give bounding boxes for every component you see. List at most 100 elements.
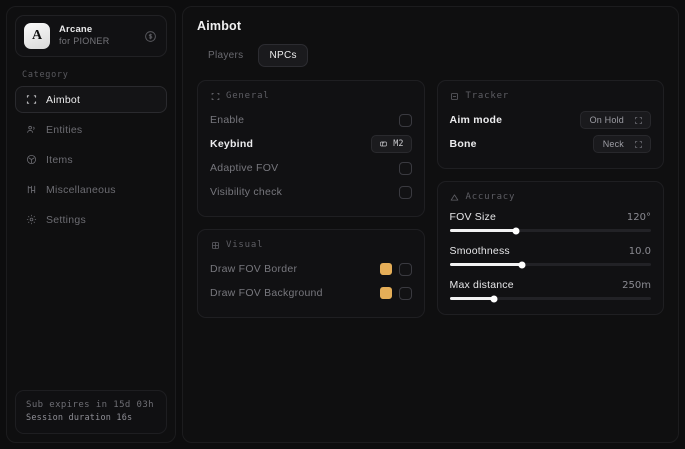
target-box-icon (450, 91, 460, 101)
panel-visual-header: Visual (210, 240, 412, 250)
sidebar: A Arcane for PIONER Category (6, 6, 176, 443)
subscription-status: Sub expires in 15d 03h Session duration … (15, 389, 167, 434)
slider-fill (449, 229, 516, 232)
main-content: Aimbot Players NPCs General (182, 6, 679, 443)
sidebar-item-label: Entities (46, 123, 83, 136)
sub-expiry-text: Sub expires in 15d 03h (26, 399, 155, 410)
aim-mode-value: On Hold (589, 115, 624, 125)
slider-fill (449, 263, 523, 266)
frame-icon (210, 240, 220, 250)
page-title: Aimbot (197, 19, 242, 33)
row-bone: Bone Neck (449, 132, 651, 156)
row-enable: Enable (210, 108, 412, 132)
draw-fov-background-checkbox[interactable] (398, 286, 412, 300)
panel-title: Tracker (465, 91, 510, 101)
row-draw-fov-border: Draw FOV Border (210, 257, 412, 281)
smoothness-slider-track[interactable] (449, 261, 651, 268)
slider-label: Max distance (449, 279, 514, 291)
panel-visual: Visual Draw FOV Border Draw FOV Backgrou… (197, 229, 425, 318)
row-control (398, 113, 412, 127)
tab-bar: Players NPCs (197, 44, 664, 67)
row-label: Visibility check (210, 186, 283, 198)
slider-value: 10.0 (628, 246, 651, 257)
row-control (398, 161, 412, 175)
max-distance-slider-track[interactable] (449, 295, 651, 302)
avatar: A (24, 23, 50, 49)
row-label: Bone (449, 138, 477, 150)
profile-subtitle: for PIONER (59, 36, 110, 47)
slider-value: 250m (622, 280, 651, 291)
tab-npcs[interactable]: NPCs (258, 44, 308, 67)
row-label: Enable (210, 114, 245, 126)
grid-icon (25, 184, 37, 196)
bone-dropdown[interactable]: Neck (592, 135, 651, 153)
sidebar-item-items[interactable]: Items (15, 146, 167, 173)
panel-title: Visual (226, 240, 264, 250)
chart-icon (450, 192, 460, 202)
sidebar-item-label: Settings (46, 213, 86, 226)
slider-label: Smoothness (449, 245, 510, 257)
users-icon (25, 124, 37, 136)
row-draw-fov-background: Draw FOV Background (210, 281, 412, 305)
panel-title: Accuracy (465, 192, 516, 202)
left-column: General Enable Keybind (197, 80, 425, 318)
slider-fill (449, 297, 494, 300)
row-label: Draw FOV Border (210, 263, 298, 275)
sidebar-item-label: Miscellaneous (46, 183, 116, 196)
gear-icon (25, 214, 37, 226)
row-control: M2 (371, 135, 412, 153)
enable-checkbox[interactable] (398, 113, 412, 127)
row-control (379, 262, 412, 276)
expand-icon (634, 116, 643, 125)
fov-size-slider-track[interactable] (449, 227, 651, 234)
row-control (398, 185, 412, 199)
slider-smoothness: Smoothness 10.0 (449, 243, 651, 268)
sidebar-item-settings[interactable]: Settings (15, 206, 167, 233)
row-visibility-check: Visibility check (210, 180, 412, 204)
fov-background-color-swatch[interactable] (379, 287, 392, 299)
row-control (379, 286, 412, 300)
sidebar-item-entities[interactable]: Entities (15, 116, 167, 143)
slider-knob[interactable] (512, 227, 520, 234)
slider-value: 120° (626, 212, 651, 223)
sidebar-item-miscellaneous[interactable]: Miscellaneous (15, 176, 167, 203)
sidebar-item-label: Aimbot (46, 93, 81, 106)
session-duration-text: Session duration 16s (26, 413, 133, 424)
slider-knob[interactable] (518, 261, 526, 268)
mouse-icon (379, 140, 388, 148)
panel-accuracy: Accuracy FOV Size 120° (436, 181, 664, 315)
aim-mode-dropdown[interactable]: On Hold (579, 111, 651, 129)
sidebar-item-label: Items (46, 153, 73, 166)
row-aim-mode: Aim mode On Hold (450, 108, 651, 132)
crosshair-icon (25, 94, 37, 106)
slider-knob[interactable] (490, 295, 498, 302)
draw-fov-border-checkbox[interactable] (398, 262, 412, 276)
panel-general-header: General (210, 91, 412, 101)
panel-general: General Enable Keybind (197, 80, 425, 217)
profile-name: Arcane (59, 24, 93, 36)
profile-card[interactable]: A Arcane for PIONER (15, 15, 167, 57)
panel-columns: General Enable Keybind (197, 80, 664, 318)
slider-label: FOV Size (449, 211, 497, 223)
panel-accuracy-header: Accuracy (450, 192, 652, 202)
panel-tracker-header: Tracker (450, 91, 652, 101)
visibility-check-checkbox[interactable] (398, 185, 412, 199)
tab-players[interactable]: Players (208, 50, 244, 61)
sidebar-item-aimbot[interactable]: Aimbot (15, 86, 167, 113)
slider-fov-size: FOV Size 120° (449, 209, 652, 234)
panel-tracker: Tracker Aim mode On Hold (436, 80, 664, 169)
row-adaptive-fov: Adaptive FOV (210, 156, 412, 180)
row-label: Draw FOV Background (210, 287, 323, 299)
adaptive-fov-checkbox[interactable] (398, 161, 412, 175)
bone-value: Neck (602, 139, 624, 149)
row-label: Keybind (210, 138, 254, 150)
row-keybind: Keybind M2 (210, 132, 412, 156)
gear-icon[interactable] (142, 28, 158, 44)
slider-header: FOV Size 120° (450, 211, 652, 223)
right-column: Tracker Aim mode On Hold (436, 80, 664, 315)
box-icon (25, 154, 37, 166)
fov-border-color-swatch[interactable] (379, 263, 392, 275)
keybind-value: M2 (393, 139, 404, 149)
keybind-button[interactable]: M2 (371, 135, 412, 153)
